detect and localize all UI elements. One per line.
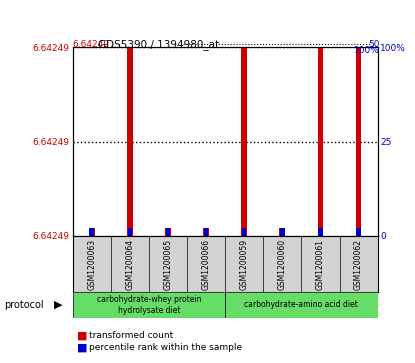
Bar	[203, 228, 209, 236]
Bar	[356, 228, 361, 236]
Text: GSM1200061: GSM1200061	[316, 238, 325, 290]
Text: GSM1200060: GSM1200060	[278, 238, 287, 290]
Bar	[318, 228, 323, 236]
Text: 6.64249: 6.64249	[73, 40, 110, 49]
Text: ▶: ▶	[54, 300, 62, 310]
Bar	[89, 228, 95, 236]
Text: ■: ■	[77, 343, 87, 353]
Bar	[356, 47, 361, 236]
Bar	[280, 228, 285, 236]
Text: GSM1200059: GSM1200059	[240, 238, 249, 290]
Text: GSM1200064: GSM1200064	[125, 238, 134, 290]
Bar	[242, 228, 247, 236]
Bar	[73, 292, 225, 318]
Text: transformed count: transformed count	[89, 331, 173, 340]
Text: 50: 50	[368, 40, 380, 49]
Text: GSM1200062: GSM1200062	[354, 238, 363, 290]
Text: GSM1200066: GSM1200066	[202, 238, 210, 290]
Text: carbohydrate-amino acid diet: carbohydrate-amino acid diet	[244, 301, 358, 309]
Text: GDS5390 / 1394980_at: GDS5390 / 1394980_at	[98, 39, 219, 50]
Text: protocol: protocol	[4, 300, 44, 310]
Text: 100%: 100%	[354, 46, 380, 54]
Bar	[127, 228, 132, 236]
Text: GSM1200063: GSM1200063	[87, 238, 96, 290]
Bar	[317, 47, 323, 236]
Bar	[225, 292, 378, 318]
Bar	[89, 228, 94, 236]
Text: GSM1200065: GSM1200065	[164, 238, 173, 290]
Bar	[127, 47, 133, 236]
Bar	[166, 228, 170, 236]
Text: percentile rank within the sample: percentile rank within the sample	[89, 343, 242, 352]
Bar	[242, 47, 247, 236]
Text: ■: ■	[77, 331, 87, 341]
Bar	[279, 228, 285, 236]
Text: carbohydrate-whey protein
hydrolysate diet: carbohydrate-whey protein hydrolysate di…	[97, 295, 201, 315]
Bar	[204, 228, 208, 236]
Bar	[165, 228, 171, 236]
